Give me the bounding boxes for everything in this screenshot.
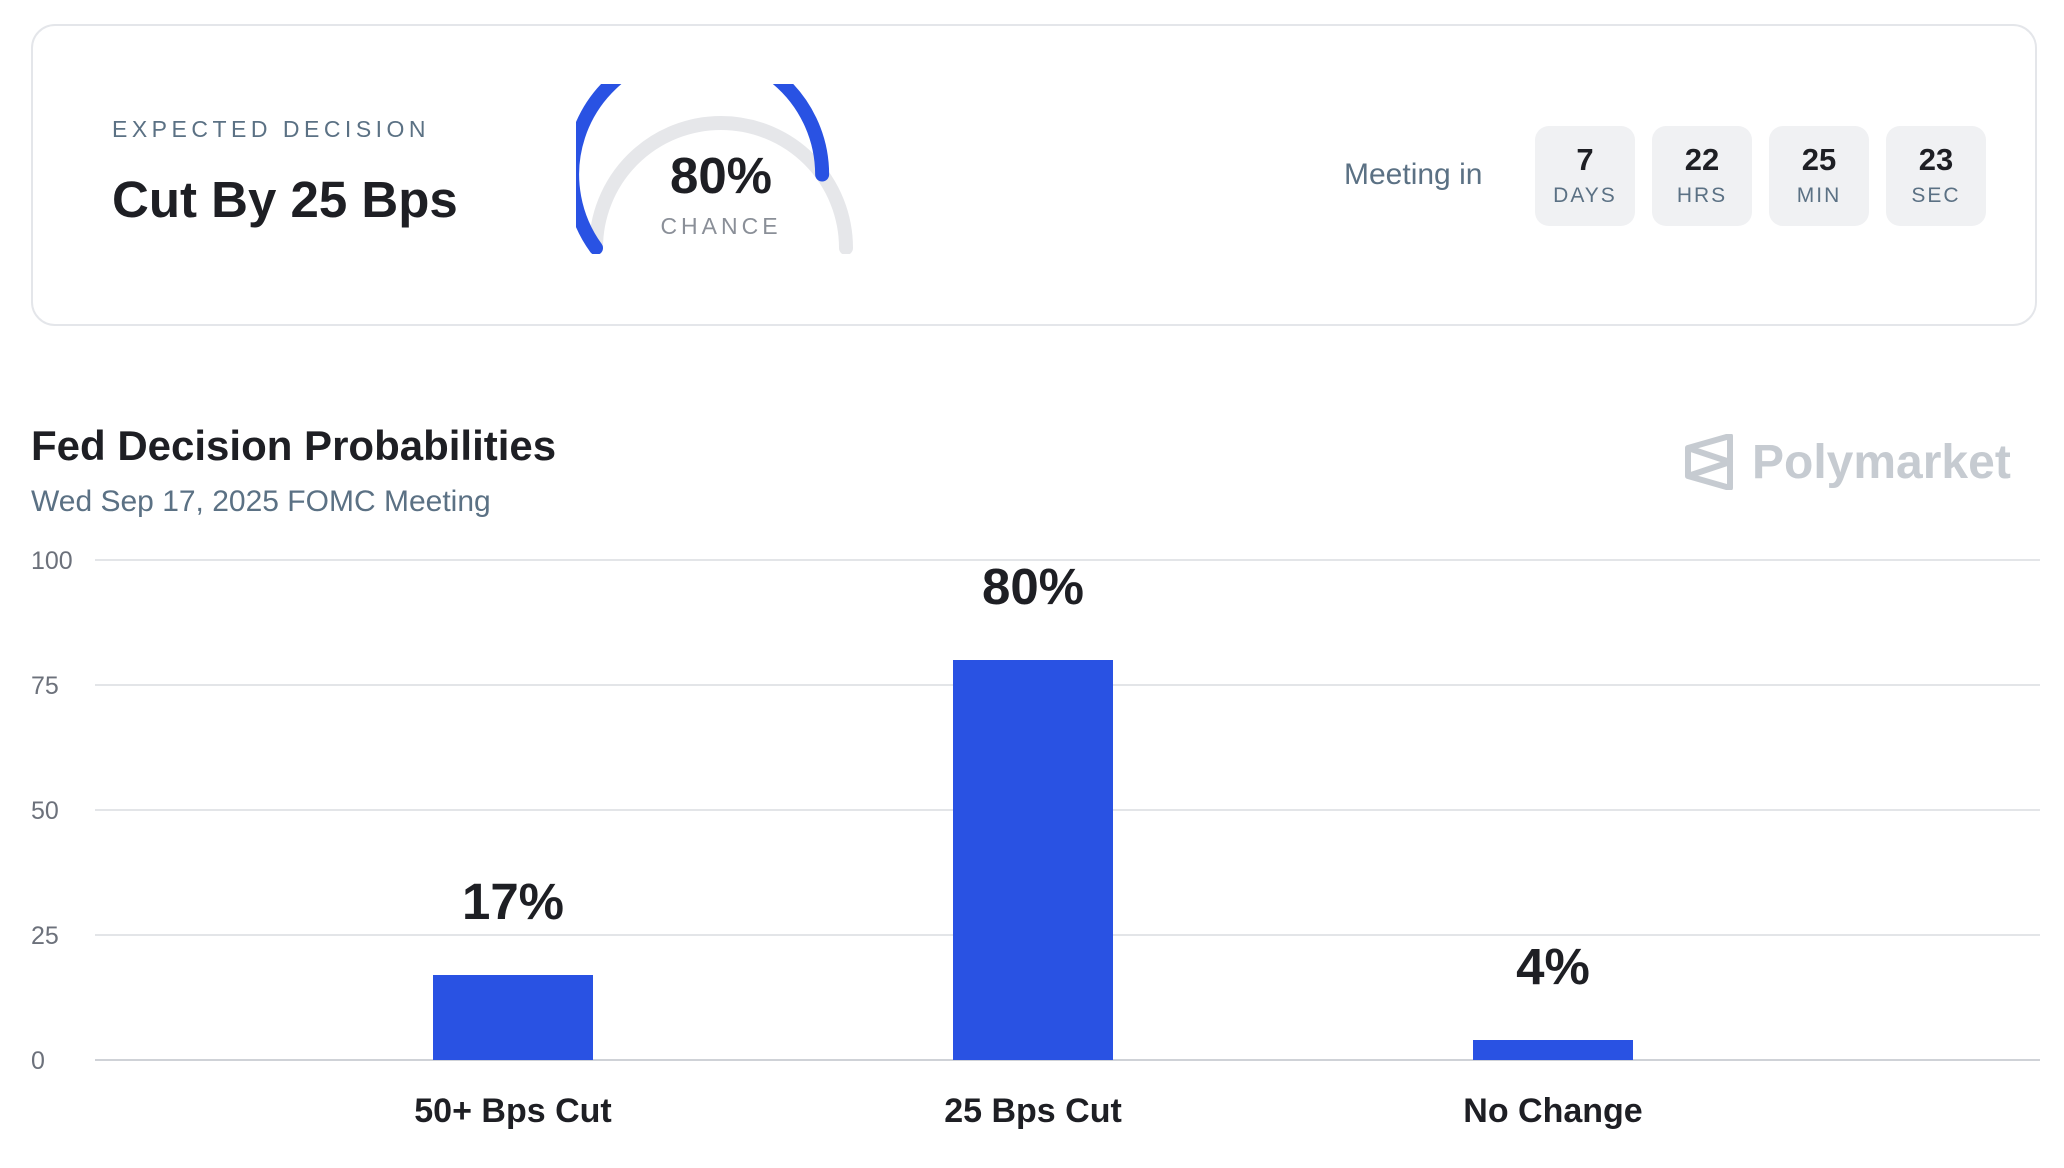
gauge-track: [589, 116, 853, 254]
countdown-seconds: 23 SEC: [1886, 126, 1986, 226]
x-category-label: 25 Bps Cut: [944, 1092, 1122, 1130]
polymarket-brand: Polymarket: [1684, 432, 2011, 492]
bar: [433, 975, 593, 1060]
countdown-days-value: 7: [1576, 142, 1594, 177]
countdown-hours-unit: HRS: [1676, 184, 1728, 207]
countdown-hours: 22 HRS: [1652, 126, 1752, 226]
chart-title: Fed Decision Probabilities: [31, 422, 557, 469]
y-tick-label: 0: [31, 1047, 45, 1075]
y-tick-label: 100: [31, 547, 73, 575]
bar-value-label: 4%: [1516, 938, 1590, 995]
gauge-value: 80%: [669, 147, 773, 204]
gauge-caption: CHANCE: [660, 213, 782, 239]
countdown-minutes-unit: MIN: [1796, 184, 1842, 207]
bar-value-label: 17%: [462, 873, 564, 930]
chart-subtitle: Wed Sep 17, 2025 FOMC Meeting: [31, 485, 491, 518]
expected-decision-title: Cut By 25 Bps: [112, 171, 458, 228]
countdown-hours-value: 22: [1684, 142, 1720, 177]
y-tick-label: 25: [31, 922, 59, 950]
bar: [1473, 1040, 1633, 1060]
expected-decision-label: EXPECTED DECISION: [112, 116, 431, 142]
x-category-label: 50+ Bps Cut: [414, 1092, 611, 1130]
brand-name: Polymarket: [1752, 435, 2011, 489]
countdown-days-unit: DAYS: [1553, 184, 1617, 207]
countdown-seconds-value: 23: [1918, 142, 1954, 177]
x-category-label: No Change: [1463, 1092, 1642, 1130]
y-tick-label: 50: [31, 797, 59, 825]
bar: [953, 660, 1113, 1060]
countdown-seconds-unit: SEC: [1911, 184, 1961, 207]
countdown-minutes-value: 25: [1801, 142, 1837, 177]
countdown-minutes: 25 MIN: [1769, 126, 1869, 226]
gauge-fill: [576, 84, 830, 254]
polymarket-logo-icon: [1685, 434, 1733, 490]
bar-value-label: 80%: [982, 558, 1084, 615]
countdown-days: 7 DAYS: [1535, 126, 1635, 226]
chance-gauge: [576, 84, 853, 254]
probability-bar-chart: 0 25 50 75 100 17% 50+ Bps Cut 80% 25 Bps Cut 4% N…: [31, 547, 2040, 1130]
meeting-countdown-label: Meeting in: [1344, 158, 1483, 191]
y-tick-label: 75: [31, 672, 59, 700]
